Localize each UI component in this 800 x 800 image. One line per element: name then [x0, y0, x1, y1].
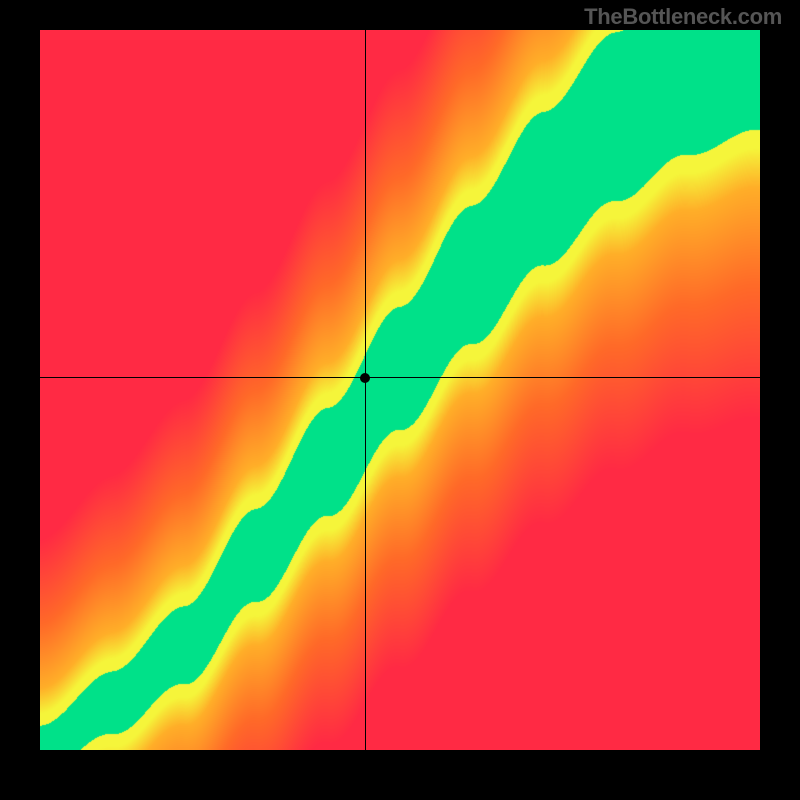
watermark-text: TheBottleneck.com — [584, 4, 782, 30]
crosshair-horizontal — [40, 377, 760, 378]
heatmap-plot-area — [40, 30, 760, 750]
crosshair-vertical — [365, 30, 366, 750]
bottleneck-heatmap-canvas — [40, 30, 760, 750]
